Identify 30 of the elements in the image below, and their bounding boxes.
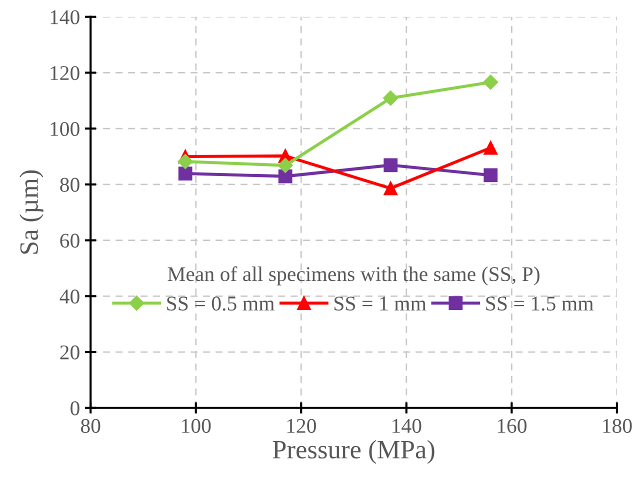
point <box>278 169 292 184</box>
x-tick-label: 180 <box>603 418 632 433</box>
legend-label: SS = 1 mm <box>334 296 426 311</box>
y-tick-label: 20 <box>60 345 80 360</box>
legend-label: SS = 0.5 mm <box>167 296 274 311</box>
point <box>483 74 498 90</box>
x-tick-label: 80 <box>80 418 100 433</box>
point <box>384 181 398 196</box>
legend-label: SS = 1.5 mm <box>486 296 594 311</box>
y-tick-label: 120 <box>50 66 80 80</box>
point <box>384 158 398 172</box>
point <box>484 140 498 155</box>
x-axis-title: Pressure (MPa) <box>272 440 434 464</box>
point <box>178 154 193 170</box>
y-tick-label: 0 <box>70 401 80 416</box>
point <box>178 166 192 180</box>
y-tick-label: 80 <box>60 178 80 192</box>
y-tick-label: 100 <box>50 122 80 136</box>
x-tick-label: 120 <box>287 418 316 433</box>
legend-title: Mean of all specimens with the same (SS, P) <box>168 266 540 286</box>
point <box>383 90 398 106</box>
x-tick-label: 100 <box>182 418 211 433</box>
x-tick-label: 140 <box>392 418 422 433</box>
y-tick-label: 40 <box>60 290 80 304</box>
y-tick-label: 60 <box>60 234 80 248</box>
y-tick-label: 140 <box>50 10 80 24</box>
x-tick-label: 160 <box>498 418 527 433</box>
y-axis-title: Sa (µm) <box>19 170 44 254</box>
point <box>484 168 498 182</box>
point <box>278 158 293 174</box>
